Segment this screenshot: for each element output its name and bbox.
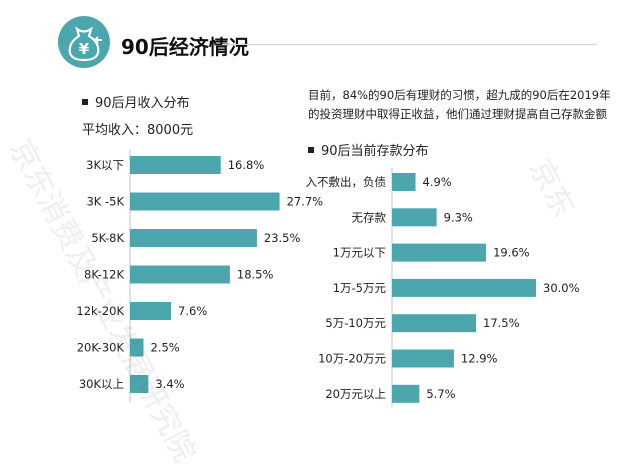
money-bag-icon: ¥ [58,16,110,68]
value-label: 3.4% [155,377,184,391]
category-label: 1万元以下 [333,246,386,260]
bullet-icon [308,147,314,153]
bullet-icon [82,99,88,105]
bar [392,314,476,333]
value-label: 4.9% [423,175,452,189]
income-section-title-text: 90后月收入分布 [95,96,190,111]
value-label: 27.7% [287,195,324,209]
category-label: 3K -5K [86,195,124,209]
title-divider [222,44,597,45]
value-label: 2.5% [151,341,180,355]
value-label: 16.8% [228,158,265,172]
category-label: 无存款 [352,210,387,224]
category-label: 8K-12K [84,268,124,282]
value-label: 9.3% [444,210,473,224]
category-label: 3K以下 [86,158,124,172]
value-label: 12.9% [461,352,498,366]
bar [392,243,487,262]
average-income: 平均收入：8000元 [82,123,194,138]
income-section-title: 90后月收入分布 [82,92,190,111]
bar [392,349,454,368]
category-label: 5万-10万元 [325,316,386,330]
bar [392,384,420,403]
bar [130,302,172,320]
category-label: 5K-8K [91,231,124,245]
value-label: 30.0% [543,281,580,295]
bar [130,156,221,174]
yen-symbol: ¥ [79,40,90,58]
category-label: 20K-30K [77,341,125,355]
page-title: 90后经济情况 [121,35,249,59]
value-label: 17.5% [483,316,520,330]
bar [130,265,230,284]
value-label: 19.6% [493,246,530,260]
value-label: 7.6% [178,304,207,318]
bar [392,173,416,191]
savings-section-title-text: 90后当前存款分布 [321,144,429,159]
bar [130,192,280,211]
savings-chart: 入不敷出，负债 4.9% 无存款 9.3% 1万元以下 19.6% 1万-5万元 30.0% 5… [306,168,580,407]
bar [130,229,257,247]
category-label: 1万-5万元 [333,281,387,295]
category-label: 20万元以上 [325,387,386,401]
bar [130,375,149,393]
category-label: 入不敷出，负债 [306,175,387,189]
savings-note: 目前，84%的90后有理财的习惯，超九成的90后在2019年的投资理财中取得正收… [308,88,611,121]
value-label: 18.5% [237,268,274,282]
value-label: 23.5% [264,231,301,245]
savings-section-title: 90后当前存款分布 [308,140,429,159]
income-chart: 3K以下 16.8% 3K -5K 27.7% 5K-8K 23.5% 8K-12K 18.5… [76,150,324,402]
bar [392,208,437,227]
bar [130,338,144,357]
bar [392,278,536,297]
header: ¥ 90后经济情况 [0,0,640,80]
category-label: 10万-20万元 [318,352,386,366]
category-label: 12k-20K [76,304,124,318]
category-label: 30K以上 [79,377,124,391]
value-label: 5.7% [426,387,455,401]
